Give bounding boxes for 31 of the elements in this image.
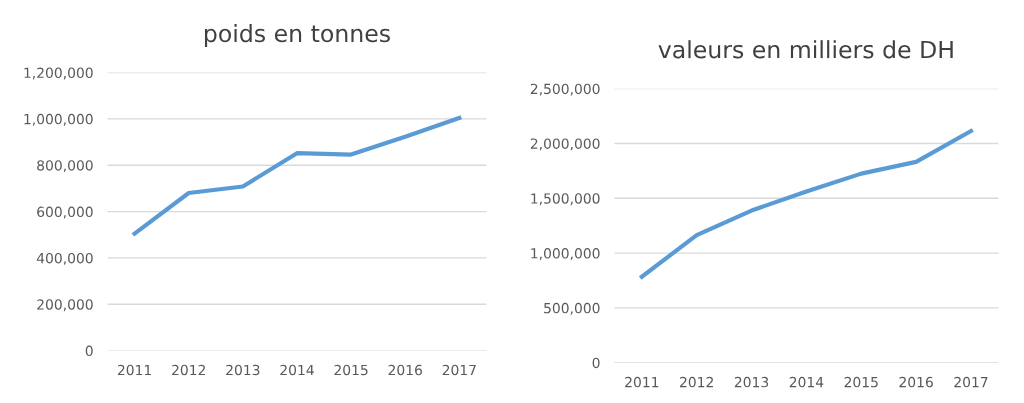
y-tick-label: 400,000	[36, 252, 93, 265]
x-tick-label: 2011	[117, 364, 151, 376]
x-tick-label: 2016	[388, 364, 423, 376]
y-tick-label: 2,000,000	[530, 138, 600, 151]
line-series	[639, 128, 974, 279]
x-tick-label: 2017	[442, 364, 476, 376]
y-tick-label: 1,000,000	[24, 113, 93, 126]
x-tick-label: 2013	[734, 376, 769, 388]
y-tick-label: 1,200,000	[24, 67, 93, 80]
y-tick-label: 500,000	[544, 302, 600, 315]
x-tick-label: 2012	[172, 364, 205, 376]
y-tick-label: 1,000,000	[531, 248, 600, 260]
x-tick-label: 2011	[625, 376, 659, 388]
x-tick-label: 2015	[334, 364, 368, 376]
x-tick-label: 2013	[226, 364, 260, 376]
y-tick-label: 2,500,000	[530, 83, 600, 96]
y-tick-label: 0	[85, 345, 93, 357]
x-tick-label: 2016	[899, 376, 933, 388]
y-tick-label: 0	[592, 357, 600, 369]
y-tick-label: 1,500,000	[531, 193, 600, 206]
x-tick-label: 2015	[844, 376, 878, 388]
chart-title: valeurs en milliers de DH	[658, 40, 953, 59]
x-tick-label: 2014	[789, 376, 824, 388]
y-tick-label: 800,000	[37, 160, 93, 173]
y-tick-label: 200,000	[37, 299, 93, 312]
line-series	[132, 115, 462, 236]
y-tick-label: 600,000	[37, 206, 93, 219]
x-tick-label: 2017	[954, 376, 988, 388]
chart-title: poids en tonnes	[204, 24, 390, 47]
x-tick-label: 2012	[680, 376, 713, 388]
x-tick-label: 2014	[280, 364, 314, 376]
